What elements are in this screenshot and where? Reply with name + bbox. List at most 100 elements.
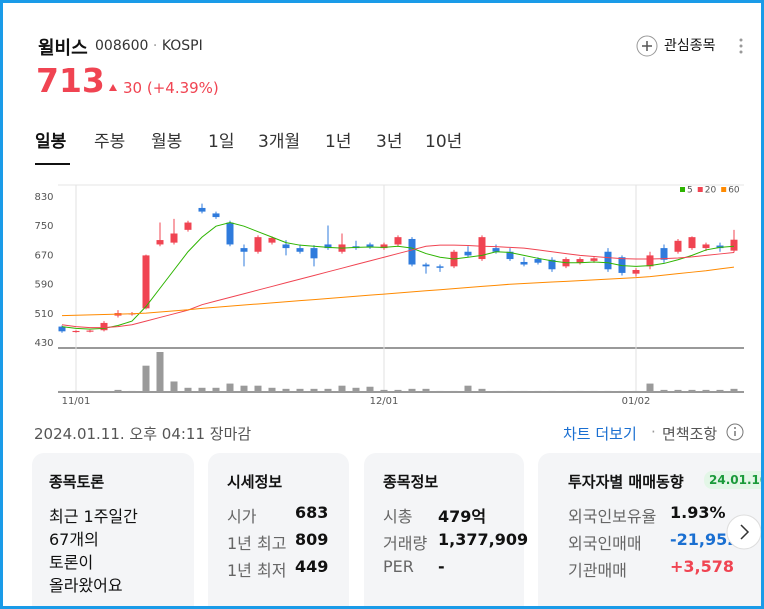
price: 713 <box>36 61 105 100</box>
tab-underline <box>35 163 70 165</box>
tab[interactable]: 3개월 <box>258 132 301 152</box>
row-value: -21,952 <box>670 530 739 549</box>
up-triangle <box>109 84 117 91</box>
volume-bar <box>296 388 304 392</box>
card[interactable]: 종목정보 시총 479억 거래량 1,377,909 PER - <box>364 453 528 606</box>
candle-body <box>380 244 388 249</box>
volume-bar <box>632 390 640 392</box>
card[interactable]: 투자자별 매매동향 24.01.10 외국인보유율 1.93% 외국인매매 -21,… <box>538 453 761 606</box>
volume-bar <box>86 390 94 392</box>
disclaimer[interactable]: 면책조항 <box>662 425 718 443</box>
volume-bar <box>674 389 682 392</box>
tab[interactable]: 일봉 <box>35 132 67 152</box>
legend-swatch <box>721 187 727 192</box>
tab[interactable]: 1일 <box>208 132 235 152</box>
tab[interactable]: 3년 <box>376 132 403 152</box>
row-label: 1년 최고 <box>227 534 287 553</box>
candle-body <box>296 248 304 252</box>
x-tick-label: 12/01 <box>370 396 399 407</box>
y-tick-label: 830 <box>34 192 53 203</box>
volume-bar <box>618 390 626 392</box>
candle-body <box>170 233 178 243</box>
moving-average-line <box>61 266 735 317</box>
volume-bar <box>590 390 598 392</box>
candle-body <box>324 244 332 249</box>
watch-icon[interactable] <box>635 34 659 58</box>
volume-bar <box>730 388 738 392</box>
candle-body <box>212 213 220 218</box>
row-value: 1.93% <box>670 503 726 522</box>
volume-bar <box>366 386 374 392</box>
tab[interactable]: 월봉 <box>151 132 183 152</box>
candle-body <box>478 237 486 260</box>
volume-bar <box>646 383 654 392</box>
timestamp: 2024.01.11. 오후 04:11 장마감 <box>34 425 252 443</box>
volume-bar <box>310 388 318 392</box>
volume-bar <box>702 389 710 392</box>
candle-body <box>576 259 584 263</box>
card-text: 토론이 <box>49 553 94 572</box>
volume-bar <box>422 388 430 392</box>
candle-body <box>660 248 668 260</box>
volume-bar <box>394 389 402 392</box>
chart: 430 510 590 670 750 830 11/01 12/01 01/02 5 20 60 <box>34 184 744 407</box>
card[interactable]: 종목토론 최근 1주일간 67개의 토론이 올라왔어요 <box>32 453 194 606</box>
legend-swatch <box>697 187 703 192</box>
row-label: 기관매매 <box>568 561 627 580</box>
row-label: 시총 <box>383 507 413 526</box>
candle-body <box>156 240 164 245</box>
y-tick-label: 510 <box>34 309 53 320</box>
candle-body <box>590 258 598 261</box>
row-value: +3,578 <box>670 557 735 576</box>
card-title: 투자자별 매매동향 <box>568 473 684 491</box>
candle-body <box>534 259 542 263</box>
chart-more[interactable]: 차트 더보기 <box>563 425 637 443</box>
separator: · <box>152 38 158 54</box>
volume-bar <box>156 352 164 392</box>
badge: 24.01.10 <box>704 471 761 489</box>
tab[interactable]: 주봉 <box>94 132 126 152</box>
y-tick-label: 590 <box>34 280 53 291</box>
next-button[interactable] <box>724 512 764 552</box>
x-tick-label: 11/01 <box>62 396 91 407</box>
candle-body <box>646 255 654 267</box>
card-title: 시세정보 <box>227 473 283 491</box>
stock-code: 008600 <box>95 38 149 54</box>
tab[interactable]: 1년 <box>325 132 352 152</box>
volume-bar <box>170 381 178 392</box>
volume-bar <box>226 383 234 392</box>
volume-bar <box>506 390 514 392</box>
candle-body <box>520 261 528 265</box>
row-value: 449 <box>295 557 329 576</box>
candle-body <box>716 245 724 249</box>
volume-bar <box>114 389 122 392</box>
volume-bar <box>240 385 248 392</box>
volume-bar <box>492 390 500 392</box>
volume-bar <box>282 388 290 392</box>
legend-label: 20 <box>705 186 717 196</box>
volume-bar <box>198 387 206 392</box>
card-text: 최근 1주일간 <box>49 507 138 526</box>
row-label: 1년 최저 <box>227 561 287 580</box>
candle-body <box>72 330 80 333</box>
volume-bar <box>324 388 332 392</box>
volume-bar <box>338 385 346 392</box>
candle-body <box>422 264 430 267</box>
card[interactable]: 시세정보 시가 683 1년 최고 809 1년 최저 449 <box>208 453 349 606</box>
volume-bar <box>548 390 556 392</box>
volume-bar <box>660 389 668 392</box>
volume-bar <box>142 365 150 392</box>
legend-swatch <box>680 187 685 192</box>
volume-bar <box>72 390 80 392</box>
more-menu[interactable] <box>737 37 745 55</box>
candle-body <box>100 322 108 331</box>
info-icon[interactable] <box>725 422 745 442</box>
watch-button[interactable]: 관심종목 <box>664 38 716 54</box>
row-label: 시가 <box>227 507 257 526</box>
candle-body <box>254 237 262 252</box>
volume-bar <box>128 390 136 392</box>
candle-body <box>604 251 612 270</box>
price-change: 30 (+4.39%) <box>123 79 219 97</box>
tab[interactable]: 10년 <box>425 132 463 152</box>
